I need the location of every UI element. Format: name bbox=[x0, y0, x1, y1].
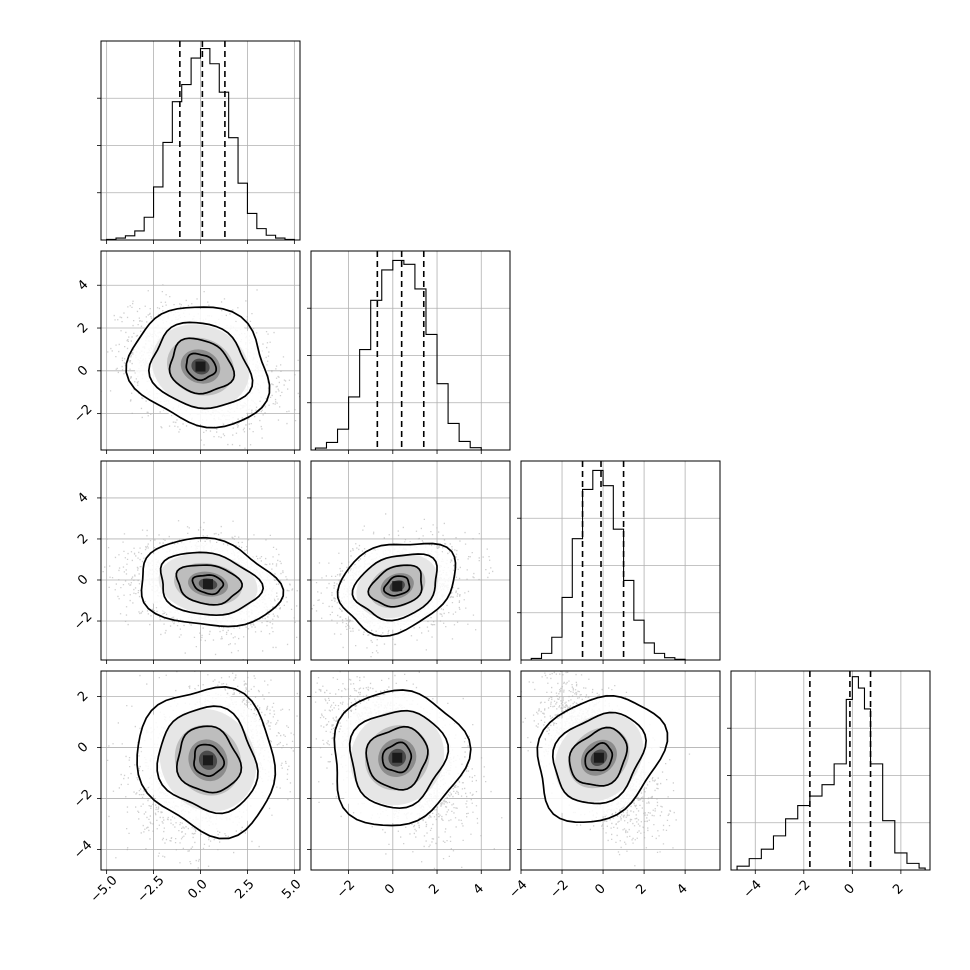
histogram-step bbox=[314, 259, 482, 450]
contour-line bbox=[193, 743, 226, 777]
contour-line bbox=[147, 321, 254, 410]
contour-line bbox=[351, 553, 438, 622]
y-tick-label: −2 bbox=[71, 402, 95, 426]
contour-line bbox=[125, 306, 271, 429]
contour-line bbox=[584, 742, 614, 772]
y-tick-label: −4 bbox=[71, 838, 95, 862]
y-tick-label: 0 bbox=[75, 740, 91, 756]
y-tick-label: −2 bbox=[71, 787, 95, 811]
histogram-panel-1 bbox=[307, 250, 511, 454]
x-tick-label: 0 bbox=[382, 881, 398, 897]
contour-line bbox=[136, 686, 277, 840]
x-tick-label: 4 bbox=[471, 881, 487, 897]
contour-line bbox=[175, 725, 243, 794]
contour-line bbox=[365, 725, 429, 791]
y-tick-label: 4 bbox=[75, 277, 91, 293]
density-peak bbox=[203, 579, 214, 590]
x-tick-label: −2 bbox=[789, 877, 813, 901]
joint-panel-content bbox=[521, 671, 720, 870]
joint-panel-2-3 bbox=[517, 670, 721, 874]
joint-panel-content bbox=[311, 461, 510, 660]
contour-line bbox=[336, 542, 457, 638]
density-peak bbox=[203, 755, 214, 766]
contour-line bbox=[185, 352, 218, 382]
joint-panel-content bbox=[101, 251, 300, 450]
contour-line bbox=[568, 726, 629, 787]
x-tick-label: −2 bbox=[334, 877, 358, 901]
histogram-step bbox=[736, 676, 926, 870]
y-tick-label: 4 bbox=[75, 490, 91, 506]
joint-panel-content bbox=[311, 671, 510, 870]
panel-frame bbox=[100, 40, 301, 241]
histogram-panel-0 bbox=[97, 40, 301, 244]
y-tick-label: 2 bbox=[75, 320, 91, 336]
x-tick-label: 2 bbox=[633, 881, 649, 897]
histogram-panel-3 bbox=[727, 670, 931, 874]
y-tick-label: 0 bbox=[75, 572, 91, 588]
x-tick-label: −2 bbox=[547, 877, 571, 901]
joint-panel-0-2 bbox=[97, 460, 301, 664]
x-tick-label: 2 bbox=[426, 881, 442, 897]
histogram-step bbox=[530, 469, 686, 660]
joint-panel-0-1 bbox=[97, 250, 301, 454]
contour-line bbox=[140, 536, 285, 628]
contour-line bbox=[536, 694, 669, 824]
contour-line bbox=[159, 551, 265, 617]
density-peak bbox=[593, 752, 604, 763]
y-tick-label: 2 bbox=[75, 689, 91, 705]
panel-frame bbox=[310, 670, 511, 871]
x-tick-label: 0 bbox=[842, 881, 858, 897]
x-tick-label: −5.0 bbox=[88, 873, 121, 906]
joint-panel-content bbox=[101, 671, 300, 870]
panel-frame bbox=[100, 460, 301, 661]
x-tick-label: 5.0 bbox=[279, 877, 304, 902]
density-peak bbox=[392, 752, 403, 763]
density-peak bbox=[392, 581, 403, 592]
x-tick-label: 4 bbox=[674, 881, 690, 897]
x-tick-label: −4 bbox=[506, 877, 530, 901]
y-tick-label: 2 bbox=[75, 531, 91, 547]
density-peak bbox=[195, 361, 206, 372]
y-tick-label: −2 bbox=[71, 609, 95, 633]
contour-line bbox=[551, 711, 647, 805]
panel-frame bbox=[520, 460, 721, 661]
panel-frame bbox=[310, 250, 511, 451]
histogram-panel-2 bbox=[517, 460, 721, 664]
panel-frame bbox=[730, 670, 931, 871]
contour-line bbox=[168, 337, 236, 395]
x-tick-label: 0 bbox=[592, 881, 608, 897]
contour-line bbox=[348, 709, 450, 810]
panel-frame bbox=[520, 670, 721, 871]
contour-line bbox=[156, 705, 259, 815]
joint-panel-1-3 bbox=[307, 670, 511, 874]
histogram-step bbox=[106, 48, 295, 240]
x-tick-label: −4 bbox=[741, 877, 765, 901]
joint-panel-0-3 bbox=[97, 670, 301, 874]
joint-panel-1-2 bbox=[307, 460, 511, 664]
y-tick-label: 0 bbox=[75, 363, 91, 379]
contour-line bbox=[383, 575, 411, 597]
contour-line bbox=[191, 574, 225, 596]
contour-line bbox=[333, 689, 472, 827]
joint-panel-content bbox=[101, 461, 300, 660]
x-tick-label: 2 bbox=[890, 881, 906, 897]
panel-frame bbox=[100, 670, 301, 871]
contour-line bbox=[381, 741, 413, 774]
contour-line bbox=[175, 564, 243, 606]
x-tick-label: 2.5 bbox=[232, 877, 257, 902]
x-tick-label: 0.0 bbox=[185, 877, 210, 902]
contour-line bbox=[367, 564, 423, 608]
panel-frame bbox=[100, 250, 301, 451]
panel-frame bbox=[310, 460, 511, 661]
x-tick-label: −2.5 bbox=[135, 873, 168, 906]
